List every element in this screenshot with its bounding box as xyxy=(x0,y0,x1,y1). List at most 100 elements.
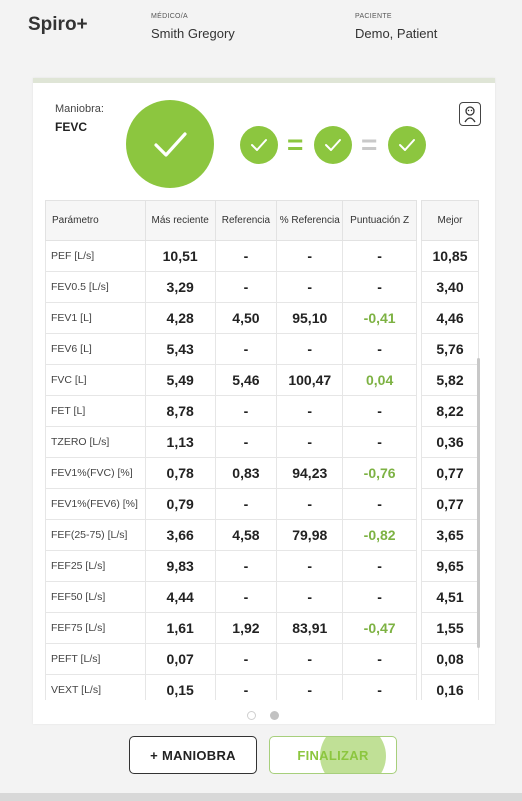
parameter-cell: VEXT [L/s] xyxy=(45,674,146,700)
recent-value: 0,15 xyxy=(144,674,216,700)
reference-percent: - xyxy=(276,240,344,272)
patient-name: Demo, Patient xyxy=(355,26,438,41)
reference-value: 0,83 xyxy=(214,457,278,489)
z-score: -0,76 xyxy=(342,457,417,489)
finish-button[interactable]: FINALIZAR xyxy=(269,736,397,774)
best-value: 0,08 xyxy=(421,643,479,675)
table-row: 3,40 xyxy=(421,271,479,303)
table-row: FEV6 [L] 5,43- - - xyxy=(45,333,417,365)
table-row: FVC [L] 5,49 5,46 100,47 0,04 xyxy=(45,364,417,396)
z-score: -0,47 xyxy=(342,612,417,644)
finish-button-label: FINALIZAR xyxy=(297,747,369,763)
reference-value: - xyxy=(214,581,278,613)
z-score: - xyxy=(342,333,417,365)
table-row: 5,82 xyxy=(421,364,479,396)
reference-value: - xyxy=(214,395,278,427)
table-row: FEV0.5 [L/s] 3,29- - - xyxy=(45,271,417,303)
reference-value: 4,50 xyxy=(214,302,278,334)
table-row: FEF(25-75) [L/s] 3,66 4,58 79,98 -0,82 xyxy=(45,519,417,551)
best-value: 4,46 xyxy=(421,302,479,334)
table-row: 0,16 xyxy=(421,674,479,700)
add-maneuver-button[interactable]: + MANIOBRA xyxy=(129,736,257,774)
parameters-table-area[interactable]: Parámetro Más reciente Referencia % Refe… xyxy=(45,200,482,700)
parameters-table: Parámetro Más reciente Referencia % Refe… xyxy=(45,200,417,700)
table-row: 9,65 xyxy=(421,550,479,582)
parameter-cell: FEF75 [L/s] xyxy=(45,612,146,644)
check-icon xyxy=(388,126,426,164)
best-values-table: Mejor 10,85 3,40 4,46 5,76 5,82 8,22 0,36 0,77 0… xyxy=(421,200,479,700)
table-row: FEF75 [L/s] 1,61 1,92 83,91 -0,47 xyxy=(45,612,417,644)
reference-percent: - xyxy=(276,426,344,458)
reference-value: - xyxy=(214,550,278,582)
table-row: 10,85 xyxy=(421,240,479,272)
recent-value: 0,07 xyxy=(144,643,216,675)
recent-value: 8,78 xyxy=(144,395,216,427)
check-icon xyxy=(314,126,352,164)
column-header: Más reciente xyxy=(144,200,216,241)
table-row: 5,76 xyxy=(421,333,479,365)
parameter-cell: FEF50 [L/s] xyxy=(45,581,146,613)
parameter-cell: FEV1%(FVC) [%] xyxy=(45,457,146,489)
table-row: FEF25 [L/s] 9,83- - - xyxy=(45,550,417,582)
table-scrollbar[interactable] xyxy=(477,358,480,648)
best-value: 8,22 xyxy=(421,395,479,427)
z-score: - xyxy=(342,271,417,303)
reference-percent: - xyxy=(276,581,344,613)
recent-value: 0,79 xyxy=(144,488,216,520)
reference-value: - xyxy=(214,271,278,303)
parameter-cell: PEFT [L/s] xyxy=(45,643,146,675)
touch-ripple xyxy=(320,737,386,773)
recent-value: 3,66 xyxy=(144,519,216,551)
page-indicator-dot[interactable] xyxy=(247,711,256,720)
best-value: 5,76 xyxy=(421,333,479,365)
table-row: TZERO [L/s] 1,13- - - xyxy=(45,426,417,458)
baby-icon[interactable] xyxy=(459,102,481,126)
best-value: 3,40 xyxy=(421,271,479,303)
reference-percent: 83,91 xyxy=(276,612,344,644)
reference-value: - xyxy=(214,488,278,520)
app-title: Spiro+ xyxy=(28,14,88,35)
best-value: 0,16 xyxy=(421,674,479,700)
column-header: Puntuación Z xyxy=(342,200,417,241)
recent-value: 4,28 xyxy=(144,302,216,334)
page-indicator-dot-active[interactable] xyxy=(270,711,279,720)
table-row: PEFT [L/s] 0,07- - - xyxy=(45,643,417,675)
reference-percent: - xyxy=(276,395,344,427)
best-value: 4,51 xyxy=(421,581,479,613)
doctor-label: MÉDICO/A xyxy=(151,13,189,20)
recent-value: 4,44 xyxy=(144,581,216,613)
reference-value: 5,46 xyxy=(214,364,278,396)
recent-value: 10,51 xyxy=(144,240,216,272)
parameter-cell: FEV6 [L] xyxy=(45,333,146,365)
reference-percent: - xyxy=(276,488,344,520)
reference-percent: - xyxy=(276,271,344,303)
patient-label: PACIENTE xyxy=(355,13,392,20)
reference-percent: 79,98 xyxy=(276,519,344,551)
reference-value: - xyxy=(214,674,278,700)
recent-value: 1,13 xyxy=(144,426,216,458)
recent-value: 9,83 xyxy=(144,550,216,582)
table-row: 0,77 xyxy=(421,457,479,489)
parameter-cell: PEF [L/s] xyxy=(45,240,146,272)
parameter-cell: FEF(25-75) [L/s] xyxy=(45,519,146,551)
bottom-bar xyxy=(0,793,522,801)
recent-value: 5,43 xyxy=(144,333,216,365)
table-row: 8,22 xyxy=(421,395,479,427)
z-score: - xyxy=(342,581,417,613)
table-row: 0,36 xyxy=(421,426,479,458)
table-row: 0,08 xyxy=(421,643,479,675)
table-row: 3,65 xyxy=(421,519,479,551)
z-score: - xyxy=(342,395,417,427)
z-score: - xyxy=(342,488,417,520)
table-row: FEV1%(FVC) [%] 0,78 0,83 94,23 -0,76 xyxy=(45,457,417,489)
parameter-cell: FEV1%(FEV6) [%] xyxy=(45,488,146,520)
reference-value: 1,92 xyxy=(214,612,278,644)
column-header: % Referencia xyxy=(276,200,344,241)
best-value: 0,77 xyxy=(421,457,479,489)
reference-value: - xyxy=(214,240,278,272)
top-bar: Spiro+ MÉDICO/A Smith Gregory PACIENTE D… xyxy=(0,0,522,56)
table-row: 4,51 xyxy=(421,581,479,613)
table-row: PEF [L/s] 10,51- - - xyxy=(45,240,417,272)
doctor-name: Smith Gregory xyxy=(151,26,235,41)
results-card: Maniobra: FEVC = = xyxy=(33,78,495,724)
